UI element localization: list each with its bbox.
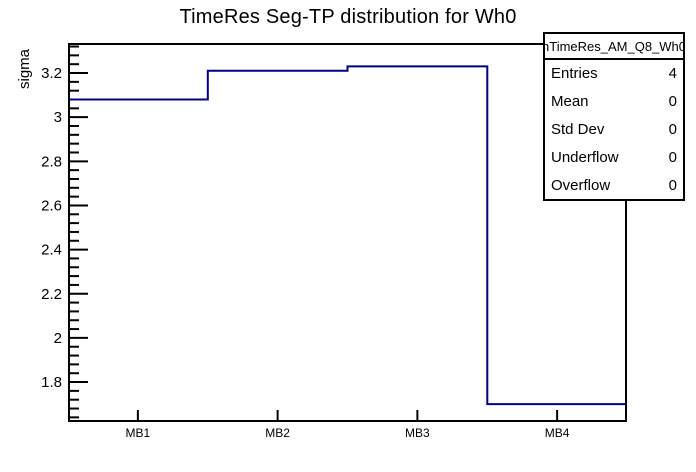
x-tick-label: MB1 <box>126 426 151 440</box>
stat-row: Underflow 0 <box>545 143 683 171</box>
stat-label: Overflow <box>551 176 611 194</box>
x-tick-label: MB2 <box>265 426 290 440</box>
y-tick-label: 3 <box>54 109 62 126</box>
stat-row: Overflow 0 <box>545 171 683 199</box>
y-tick-label: 1.8 <box>41 374 62 391</box>
stat-row: Entries 4 <box>545 60 683 88</box>
histogram-line <box>69 65 626 406</box>
stat-value: 0 <box>668 93 677 111</box>
x-tick-label: MB3 <box>405 426 430 440</box>
y-tick-label: 2.6 <box>41 197 62 214</box>
stat-label: Std Dev <box>551 120 605 138</box>
stats-box-title: hTimeRes_AM_Q8_Wh0 <box>545 34 683 60</box>
stat-row: Mean 0 <box>545 88 683 116</box>
chart-title: TimeRes Seg-TP distribution for Wh0 <box>179 6 517 28</box>
stat-label: Underflow <box>551 148 619 166</box>
y-tick-label: 2.4 <box>41 242 62 259</box>
stat-value: 4 <box>668 65 677 83</box>
stat-value: 0 <box>668 176 677 194</box>
y-tick-label: 2.2 <box>41 286 62 303</box>
stat-value: 0 <box>668 120 677 138</box>
stat-row: Std Dev 0 <box>545 116 683 144</box>
stat-value: 0 <box>668 148 677 166</box>
y-tick-label: 2.8 <box>41 153 62 170</box>
y-tick-label: 3.2 <box>41 65 62 82</box>
stats-box: hTimeRes_AM_Q8_Wh0 Entries 4 Mean 0 Std Dev 0… <box>543 32 685 201</box>
x-tick-label: MB4 <box>545 426 570 440</box>
stats-rows: Entries 4 Mean 0 Std Dev 0 Underflow 0 Overflow 0 <box>545 60 683 199</box>
stat-label: Mean <box>551 93 589 111</box>
y-tick-label: 2 <box>54 330 62 347</box>
stat-label: Entries <box>551 65 598 83</box>
